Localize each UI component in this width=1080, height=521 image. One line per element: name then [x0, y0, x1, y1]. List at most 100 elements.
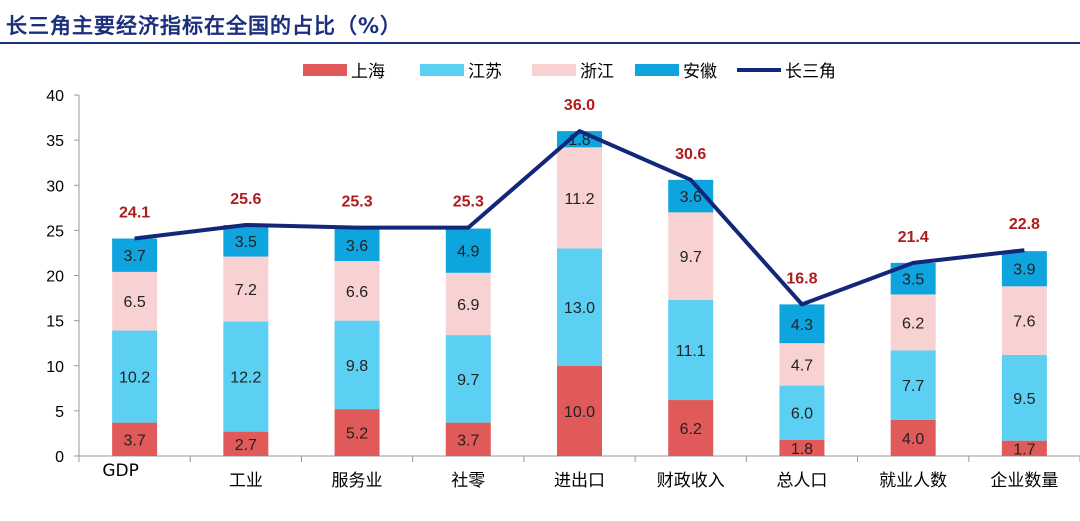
- bar-segment: [334, 261, 380, 321]
- bar-segment-label: 13.0: [564, 300, 595, 317]
- bar-segment-label: 1.8: [791, 441, 813, 458]
- y-tick-label: 20: [46, 269, 64, 286]
- bar-segment-label: 4.0: [902, 431, 924, 448]
- bar-segment-label: 1.7: [1013, 441, 1035, 458]
- x-tick-label: 总人口: [776, 471, 827, 491]
- legend-swatch: [303, 64, 347, 76]
- y-tick-label: 10: [46, 359, 64, 376]
- bar-segment-label: 3.6: [346, 238, 368, 255]
- bar-segment-label: 9.5: [1013, 391, 1035, 408]
- total-value-label: 25.6: [230, 191, 261, 208]
- legend-label: 长三角: [785, 62, 836, 82]
- title-underline: [0, 42, 1080, 44]
- bar-segment-label: 10.0: [564, 404, 595, 421]
- chart-title: 长三角主要经济指标在全国的占比（%）: [6, 14, 403, 38]
- bar-segment: [334, 320, 380, 410]
- y-tick-label: 35: [46, 133, 64, 150]
- bar-segment-label: 6.2: [902, 315, 924, 332]
- bar-segment-label: 5.2: [346, 426, 368, 443]
- x-tick-label: 服务业: [332, 471, 383, 491]
- bar-segment: [890, 419, 936, 456]
- total-value-label: 25.3: [453, 194, 484, 211]
- legend-swatch: [532, 64, 576, 76]
- total-value-label: 25.3: [341, 194, 372, 211]
- total-value-label: 36.0: [564, 97, 595, 114]
- axes: 0 5 10 15 20 25 30 35 40 GDP 工业 服务业 社零 进出口 财政收入 总人口 就业人数…: [46, 88, 1080, 491]
- total-value-label: 16.8: [786, 270, 817, 287]
- bar-segment: [445, 422, 491, 456]
- total-value-label: 22.8: [1009, 216, 1040, 233]
- bar-segment: [557, 365, 602, 456]
- bar-segment: [779, 385, 825, 440]
- bar-segment-label: 6.6: [346, 284, 368, 301]
- bars: [112, 131, 1047, 456]
- bar-segment: [668, 212, 714, 300]
- bar-segment: [223, 321, 269, 432]
- x-tick-label: 社零: [451, 471, 485, 491]
- line-series-path: [134, 129, 1025, 307]
- y-tick-label: 5: [55, 404, 64, 421]
- segment-labels: 3.7 10.2 6.5 3.7 2.7 12.2 7.2 3.5 5.2 9.8 6.6 3.6 3.…: [119, 132, 1036, 458]
- bar-segment-label: 11.2: [565, 191, 595, 208]
- bar-segment: [223, 256, 269, 322]
- x-tick-label: 就业人数: [879, 471, 947, 491]
- bar-segment: [1001, 251, 1047, 287]
- bar-segment: [334, 228, 380, 262]
- bar-segment-label: 9.7: [680, 249, 702, 266]
- bar-segment-label: 3.5: [902, 272, 924, 289]
- bar-segment-label: 3.5: [235, 234, 257, 251]
- line-series: [134, 129, 1025, 307]
- y-tick-label: 30: [46, 178, 64, 195]
- bar-segment: [557, 147, 602, 249]
- legend-label: 上海: [351, 62, 385, 82]
- bar-segment: [445, 272, 491, 336]
- bar-segment: [445, 228, 491, 273]
- legend-label: 浙江: [580, 62, 614, 82]
- bar-segment-label: 7.2: [235, 282, 257, 299]
- bar-segment-label: 6.0: [791, 406, 813, 423]
- bar-segment-label: 3.9: [1013, 262, 1035, 279]
- y-tick-label: 15: [46, 314, 64, 331]
- bar-segment: [445, 335, 491, 423]
- bar-segment-label: 6.2: [680, 421, 702, 438]
- bar-segment: [557, 248, 602, 366]
- bar-segment-label: 10.2: [119, 370, 150, 387]
- x-tick-label: 进出口: [554, 471, 605, 491]
- bar-segment: [223, 224, 269, 257]
- bar-segment-label: 4.9: [457, 244, 479, 261]
- total-labels: 24.1 25.6 25.3 25.3 36.0 30.6 16.8 21.4 22.8: [119, 97, 1040, 287]
- legend-swatch: [635, 64, 679, 76]
- bar-segment-label: 7.6: [1013, 314, 1035, 331]
- bar-segment: [890, 294, 936, 351]
- bar-segment-label: 11.1: [676, 343, 706, 360]
- bar-segment: [112, 330, 158, 423]
- total-value-label: 24.1: [119, 204, 150, 221]
- bar-segment-label: 6.5: [123, 294, 145, 311]
- bar-segment: [668, 299, 714, 401]
- total-value-label: 21.4: [898, 229, 929, 246]
- y-tick-label: 0: [55, 449, 64, 466]
- x-tick-label: 工业: [229, 471, 263, 491]
- legend: 上海 江苏 浙江 安徽 长三角: [303, 62, 836, 82]
- bar-segment-label: 2.7: [235, 437, 257, 454]
- bar-segment: [890, 350, 936, 420]
- bar-segment: [779, 439, 825, 456]
- x-tick-label: 财政收入: [657, 471, 725, 491]
- bar-segment-label: 3.7: [457, 432, 479, 449]
- bar-segment: [112, 238, 158, 272]
- bar-segment-label: 12.2: [230, 370, 261, 387]
- bar-segment: [1001, 286, 1047, 355]
- total-value-label: 30.6: [675, 146, 706, 163]
- bar-segment-label: 9.8: [346, 358, 368, 375]
- bar-segment-label: 4.7: [791, 357, 813, 374]
- y-tick-label: 40: [46, 88, 64, 105]
- legend-label: 安徽: [683, 62, 717, 82]
- bar-segment: [112, 271, 158, 331]
- bar-segment-label: 9.7: [457, 372, 479, 389]
- bar-segment: [112, 422, 158, 456]
- bar-segment-label: 4.3: [791, 317, 813, 334]
- title-bar: 长三角主要经济指标在全国的占比（%）: [0, 0, 1080, 46]
- bar-segment: [668, 400, 714, 456]
- bar-segment: [779, 343, 825, 386]
